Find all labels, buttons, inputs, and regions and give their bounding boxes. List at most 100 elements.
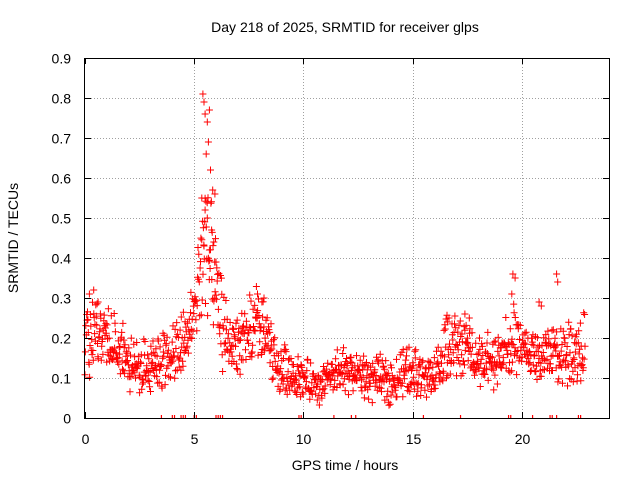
data-point bbox=[318, 394, 326, 402]
data-point bbox=[153, 373, 161, 381]
data-point bbox=[179, 308, 187, 316]
data-point bbox=[264, 342, 272, 350]
data-point bbox=[303, 367, 311, 375]
data-point bbox=[214, 270, 222, 278]
data-point bbox=[190, 310, 198, 318]
data-point bbox=[343, 355, 350, 362]
data-point bbox=[533, 376, 541, 383]
data-point bbox=[569, 378, 577, 386]
data-point bbox=[111, 319, 119, 327]
data-point bbox=[453, 354, 461, 361]
data-point bbox=[438, 375, 446, 383]
data-point bbox=[199, 270, 207, 278]
data-point bbox=[322, 365, 330, 373]
data-point bbox=[153, 352, 161, 360]
data-point bbox=[208, 226, 216, 234]
x-tick-label: 15 bbox=[406, 431, 422, 447]
y-tick-labels: 0 0.1 0.2 0.3 0.4 0.5 0.6 0.7 0.8 0.9 bbox=[52, 51, 72, 427]
data-point bbox=[525, 360, 533, 368]
data-point bbox=[242, 356, 250, 363]
data-point bbox=[462, 321, 470, 329]
data-point bbox=[244, 336, 252, 344]
data-point bbox=[436, 368, 443, 376]
data-point bbox=[155, 378, 163, 386]
data-point bbox=[202, 223, 210, 231]
data-point bbox=[103, 358, 111, 366]
data-point bbox=[467, 350, 475, 358]
data-point bbox=[563, 343, 571, 350]
data-point bbox=[566, 349, 574, 357]
data-point bbox=[111, 344, 119, 352]
data-point bbox=[368, 399, 376, 407]
data-point bbox=[580, 355, 588, 363]
data-point bbox=[86, 311, 94, 318]
data-point bbox=[558, 341, 566, 348]
data-point bbox=[392, 384, 400, 392]
data-point bbox=[304, 355, 312, 363]
data-point bbox=[548, 326, 556, 334]
data-point bbox=[152, 345, 160, 353]
data-point bbox=[432, 371, 440, 379]
data-point bbox=[301, 372, 309, 380]
data-point bbox=[576, 319, 584, 327]
data-point bbox=[498, 360, 506, 368]
data-point bbox=[440, 369, 448, 377]
data-point bbox=[194, 244, 202, 251]
data-point bbox=[144, 367, 152, 375]
data-point bbox=[192, 316, 200, 324]
data-point bbox=[386, 400, 394, 408]
y-tick-label: 0.9 bbox=[52, 51, 72, 67]
data-point bbox=[568, 332, 576, 340]
data-point bbox=[110, 310, 118, 317]
data-point bbox=[276, 385, 284, 393]
data-point bbox=[535, 298, 543, 306]
data-point bbox=[183, 342, 191, 350]
data-point bbox=[564, 382, 571, 390]
data-point bbox=[213, 277, 221, 285]
data-point bbox=[175, 363, 183, 371]
data-point bbox=[509, 270, 517, 278]
data-point bbox=[533, 362, 541, 370]
data-point bbox=[321, 382, 329, 390]
data-point bbox=[180, 348, 188, 356]
data-point bbox=[293, 363, 301, 370]
data-point bbox=[376, 350, 384, 358]
data-point bbox=[88, 335, 96, 343]
data-point bbox=[581, 342, 589, 350]
data-point bbox=[90, 286, 98, 294]
data-point bbox=[94, 355, 102, 363]
data-point bbox=[332, 355, 340, 363]
data-point bbox=[468, 343, 476, 351]
data-point bbox=[229, 324, 237, 332]
plot-frame bbox=[84, 58, 610, 419]
data-point bbox=[449, 336, 457, 344]
data-point bbox=[202, 150, 210, 158]
data-point bbox=[566, 375, 574, 383]
data-point bbox=[403, 352, 410, 360]
data-point bbox=[441, 353, 448, 361]
data-point bbox=[521, 340, 529, 348]
data-point bbox=[360, 394, 368, 402]
data-point bbox=[206, 265, 214, 272]
data-point bbox=[208, 276, 216, 283]
data-point bbox=[405, 343, 413, 351]
data-point bbox=[179, 362, 187, 370]
data-point bbox=[375, 359, 383, 367]
data-point bbox=[270, 341, 278, 349]
data-point bbox=[249, 305, 257, 313]
data-point bbox=[127, 351, 134, 359]
data-point bbox=[382, 357, 390, 365]
data-point bbox=[263, 314, 271, 322]
data-point bbox=[306, 395, 314, 403]
data-point bbox=[138, 385, 146, 393]
data-point bbox=[487, 353, 495, 361]
data-point bbox=[435, 362, 443, 370]
data-point bbox=[180, 339, 188, 347]
data-point bbox=[307, 359, 315, 367]
data-point bbox=[574, 339, 582, 347]
data-point bbox=[549, 367, 556, 374]
data-point bbox=[205, 257, 213, 265]
data-point bbox=[390, 382, 398, 390]
data-point bbox=[205, 106, 213, 114]
